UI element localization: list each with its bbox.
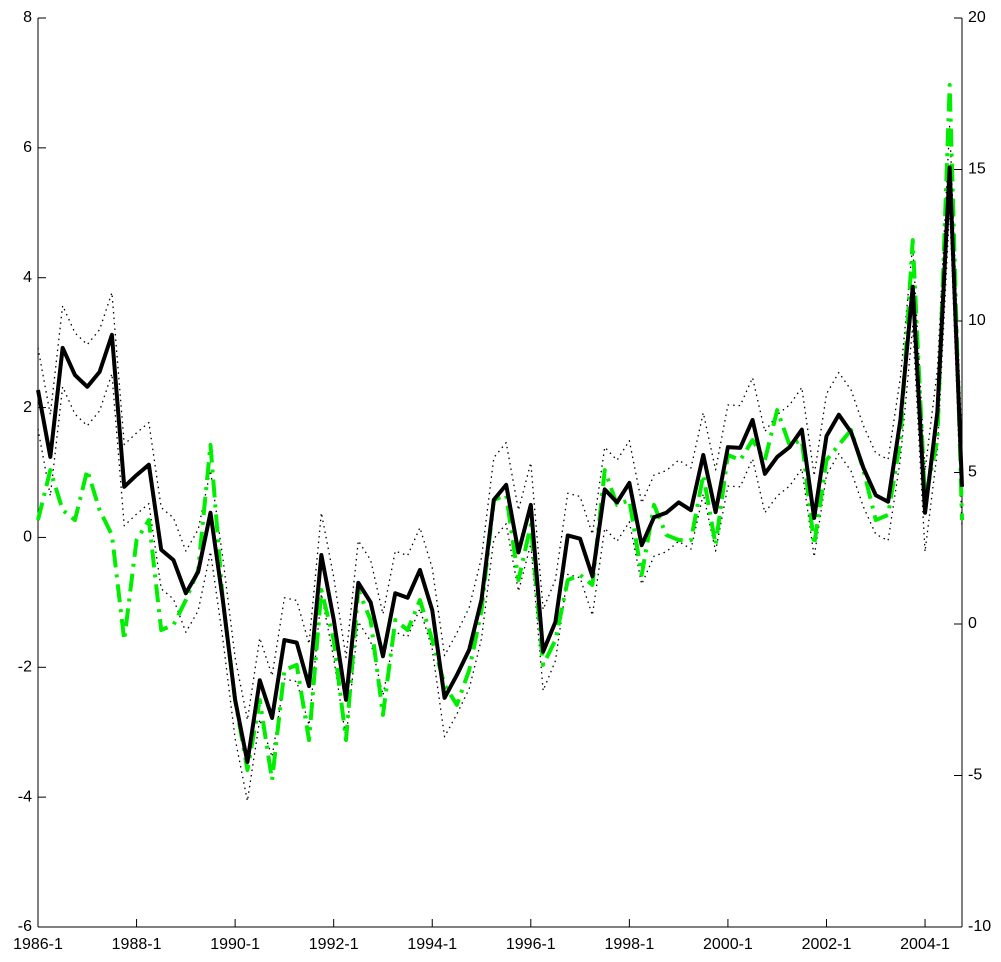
x-tick-label: 1986-1: [13, 936, 63, 953]
x-tick-label: 1994-1: [407, 936, 457, 953]
x-tick-label: 2002-1: [802, 936, 852, 953]
x-tick-label: 2004-1: [900, 936, 950, 953]
series-line: [37, 124, 963, 721]
x-tick-label: 2000-1: [703, 936, 753, 953]
y2-tick-label: 5: [968, 464, 977, 481]
x-tick-label: 1990-1: [210, 936, 260, 953]
y2-tick-label: 10: [968, 312, 986, 329]
series-line: [37, 205, 963, 802]
x-tick-label: 1992-1: [309, 936, 359, 953]
y2-tick-label: -10: [968, 918, 991, 935]
x-tick-label: 1988-1: [112, 936, 162, 953]
x-tick-label: 1996-1: [506, 936, 556, 953]
y-tick-label: -2: [18, 659, 32, 676]
y2-tick-label: 0: [968, 615, 977, 632]
y-tick-label: 4: [23, 269, 32, 286]
series-line: [36, 165, 964, 765]
y2-tick-label: 15: [968, 161, 986, 178]
x-tick-label: 1998-1: [604, 936, 654, 953]
y2-tick-label: -5: [968, 767, 982, 784]
y2-tick-label: 20: [968, 9, 986, 26]
series-line: [36, 82, 964, 783]
y-tick-label: 6: [23, 139, 32, 156]
y-tick-label: 2: [23, 399, 32, 416]
y-tick-label: 0: [23, 529, 32, 546]
y-tick-label: -4: [18, 788, 32, 805]
y-tick-label: -6: [18, 918, 32, 935]
y-tick-label: 8: [23, 9, 32, 26]
